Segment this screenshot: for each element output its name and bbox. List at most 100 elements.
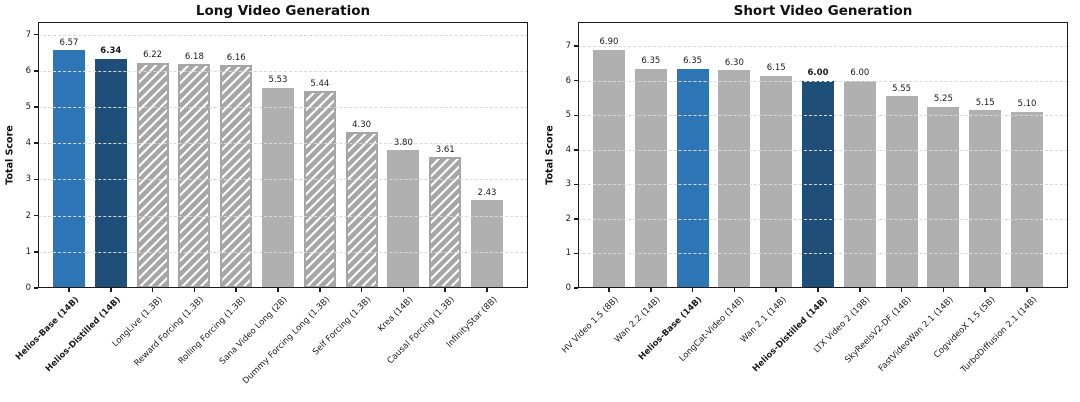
y-tick-label: 3 — [25, 174, 31, 185]
x-tick-label: FastVideoWan 2.1 (14B) — [876, 295, 956, 374]
y-tick-label: 7 — [25, 29, 31, 40]
bar-gray — [760, 75, 793, 288]
bar-value-label: 5.10 — [1017, 99, 1037, 110]
bar-value-label: 4.30 — [352, 119, 372, 130]
x-tick-mark — [733, 288, 736, 292]
x-tick-mark — [1026, 288, 1028, 292]
y-tick-label: 4 — [25, 138, 31, 149]
x-tick-mark — [984, 288, 986, 292]
bar-gray — [718, 70, 751, 288]
x-tick-mark — [402, 288, 405, 292]
bar-gray — [1011, 111, 1043, 288]
bar-blue — [676, 68, 709, 288]
bar-value-label: 6.00 — [850, 68, 870, 79]
y-axis-label: Total Score — [544, 125, 556, 185]
bar-value-label: 6.35 — [683, 56, 703, 67]
y-tick-mark — [34, 178, 38, 181]
x-tick-mark — [942, 288, 945, 292]
x-tick-mark — [151, 288, 154, 292]
gridline — [38, 107, 528, 109]
x-tick-mark — [900, 288, 903, 292]
bar-hatched — [303, 91, 336, 288]
y-tick-mark — [574, 114, 578, 117]
x-tick-mark — [360, 288, 363, 292]
chart-title: Long Video Generation — [195, 3, 371, 19]
gridline — [38, 179, 528, 181]
gridline — [38, 215, 528, 217]
bar-gray — [927, 106, 960, 288]
x-tick-mark — [775, 288, 777, 292]
y-tick-label: 0 — [565, 283, 571, 293]
x-tick-label: HV Video 1.5 (8B) — [560, 295, 622, 356]
y-tick-mark — [34, 33, 38, 36]
bar-hatched — [345, 132, 378, 288]
bar-hatched — [220, 65, 253, 288]
bar-gray — [471, 200, 503, 288]
gridline — [38, 251, 528, 253]
y-tick-mark — [574, 149, 578, 151]
y-tick-label: 1 — [565, 248, 571, 259]
y-tick-label: 5 — [25, 102, 31, 113]
bar-value-label: 6.34 — [100, 46, 122, 57]
x-tick-label: Dummy Forcing Long (1.3B) — [240, 295, 332, 387]
y-tick-label: 6 — [25, 65, 31, 76]
plot-area: 6.57 6.34 6.22 6.18 6.16 5.53 5.44 4.30 3.80 3.61… — [38, 22, 528, 288]
y-tick-mark — [34, 251, 38, 253]
y-tick-mark — [34, 214, 38, 217]
y-tick-label: 0 — [25, 283, 31, 293]
bar-value-label: 6.30 — [724, 57, 744, 68]
bar-hatched — [136, 62, 169, 288]
x-tick-mark — [650, 288, 652, 292]
gridline — [578, 115, 1068, 117]
gridline — [38, 34, 528, 36]
x-tick-label: Reward Forcing (1.3B) — [132, 295, 207, 369]
bar-value-label: 6.35 — [641, 56, 661, 67]
x-tick-mark — [608, 288, 610, 292]
y-tick-mark — [34, 142, 38, 144]
y-tick-label: 2 — [25, 210, 31, 221]
y-tick-label: 6 — [565, 75, 571, 86]
x-tick-mark — [486, 288, 488, 292]
y-tick-label: 5 — [565, 110, 571, 121]
bar-gray — [387, 150, 420, 288]
gridline — [578, 149, 1068, 151]
gridline — [578, 253, 1068, 255]
bar-value-label: 6.57 — [59, 37, 79, 48]
bar-value-label: 6.18 — [184, 51, 204, 62]
bar-value-label: 3.61 — [435, 144, 455, 155]
bar-hatched — [178, 64, 211, 288]
bar-value-label: 5.53 — [268, 75, 288, 86]
x-tick-mark — [691, 288, 694, 292]
short-video-chart-panel: Short Video Generation Total Score 6.90 6… — [540, 0, 1080, 402]
bar-gray — [593, 49, 625, 288]
gridline — [38, 143, 528, 145]
x-tick-label: TurboDiffusion 2.1 (14B) — [959, 295, 1040, 375]
bar-value-label: 3.80 — [393, 137, 413, 148]
bar-value-label: 2.43 — [477, 187, 497, 198]
bar-value-label: 6.15 — [766, 63, 786, 74]
gridline — [38, 70, 528, 72]
bar-value-label: 5.55 — [892, 83, 912, 94]
chart-title: Short Video Generation — [733, 3, 913, 19]
gridline — [578, 46, 1068, 48]
x-tick-mark — [68, 288, 70, 292]
y-tick-mark — [34, 70, 38, 72]
x-tick-mark — [110, 288, 112, 292]
y-tick-label: 7 — [565, 41, 571, 52]
y-tick-mark — [574, 45, 578, 47]
gridline — [578, 218, 1068, 220]
y-tick-label: 2 — [565, 213, 571, 224]
y-tick-mark — [574, 287, 578, 289]
bar-gray — [885, 96, 918, 288]
y-tick-label: 1 — [25, 246, 31, 257]
long-video-chart-panel: Long Video Generation Total Score 6.57 6.… — [5, 3, 528, 387]
x-tick-mark — [859, 288, 861, 292]
bar-value-label: 5.44 — [310, 78, 330, 89]
x-tick-label: Krea (14B) — [376, 295, 416, 335]
y-tick-mark — [574, 79, 578, 82]
bar-hatched — [429, 157, 462, 288]
x-tick-mark — [444, 288, 446, 292]
x-tick-label: Helios-Distilled (14B) — [750, 295, 831, 375]
bar-value-label: 5.15 — [975, 97, 995, 108]
